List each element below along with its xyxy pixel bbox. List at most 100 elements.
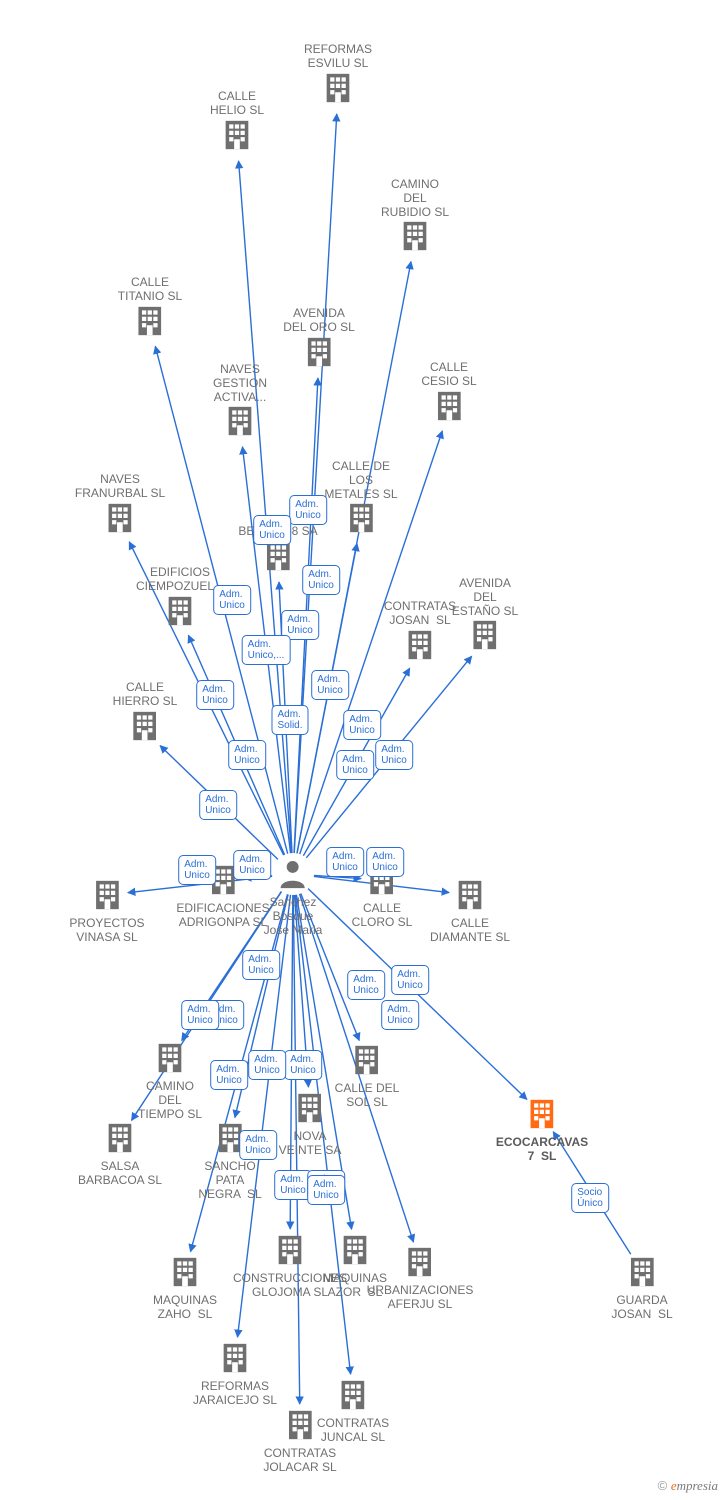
edge-label: Adm. Unico bbox=[213, 585, 251, 615]
edge-label: Adm. Unico bbox=[239, 1130, 277, 1160]
node-edif_ciempo[interactable]: EDIFICIOS CIEMPOZUEL... bbox=[136, 566, 224, 633]
edge-label: Adm. Unico bbox=[289, 495, 327, 525]
edge-label: Adm. Unico bbox=[181, 1000, 219, 1030]
node-label: CAMINO DEL RUBIDIO SL bbox=[381, 178, 449, 219]
edge-label: Adm. Unico bbox=[375, 740, 413, 770]
edge-label: Adm. Unico bbox=[302, 565, 340, 595]
building-icon bbox=[432, 389, 466, 423]
node-label: REFORMAS ESVILU SL bbox=[304, 43, 372, 71]
edge-label: Adm. Unico bbox=[366, 847, 404, 877]
edge-label: Adm. Unico bbox=[391, 965, 429, 995]
node-label: CAMINO DEL TIEMPO SL bbox=[138, 1080, 202, 1121]
building-icon-wrap bbox=[69, 878, 144, 917]
node-label: NAVES GESTION ACTIVA... bbox=[213, 363, 267, 404]
node-label: SANCHO PATA NEGRA SL bbox=[198, 1160, 261, 1201]
building-icon-wrap bbox=[153, 1255, 217, 1294]
building-icon bbox=[468, 618, 502, 652]
node-calle_helio[interactable]: CALLE HELIO SL bbox=[210, 90, 264, 157]
node-label: NOVA VEINTE SA bbox=[279, 1130, 342, 1158]
building-icon-wrap bbox=[136, 594, 224, 633]
building-icon-wrap bbox=[138, 1041, 202, 1080]
node-label: CALLE CESIO SL bbox=[421, 361, 476, 389]
building-icon bbox=[133, 304, 167, 338]
person-icon-wrap bbox=[264, 857, 323, 896]
edge-label: Adm. Unico bbox=[253, 515, 291, 545]
building-icon bbox=[168, 1255, 202, 1289]
copyright-symbol: © bbox=[658, 1478, 668, 1493]
node-label: EDIFICIOS CIEMPOZUEL... bbox=[136, 566, 224, 594]
edge-label: Adm. Unico bbox=[336, 750, 374, 780]
building-icon-wrap bbox=[611, 1255, 672, 1294]
node-label: CALLE DEL SOL SL bbox=[335, 1082, 400, 1110]
node-nova_veinte[interactable]: NOVA VEINTE SA bbox=[279, 1091, 342, 1158]
building-icon-wrap bbox=[213, 404, 267, 443]
building-icon bbox=[403, 1245, 437, 1279]
node-calle_titanio[interactable]: CALLE TITANIO SL bbox=[118, 276, 182, 343]
building-icon bbox=[344, 501, 378, 535]
node-camino_rubidio[interactable]: CAMINO DEL RUBIDIO SL bbox=[381, 178, 449, 258]
node-label: CALLE DE LOS METALES SL bbox=[324, 460, 397, 501]
node-label: SALSA BARBACOA SL bbox=[78, 1160, 162, 1188]
building-icon-wrap bbox=[381, 219, 449, 258]
edge-label: Adm. Unico bbox=[210, 1060, 248, 1090]
edge-label: Adm. Unico bbox=[381, 1000, 419, 1030]
edge-label: Adm. Unico bbox=[242, 950, 280, 980]
building-icon bbox=[163, 594, 197, 628]
node-urbaniz_aferju[interactable]: URBANIZACIONES AFERJU SL bbox=[367, 1245, 474, 1312]
building-icon-wrap bbox=[263, 1408, 336, 1447]
brand-rest: mpresia bbox=[677, 1478, 718, 1493]
edge-label: Adm. Unico bbox=[228, 740, 266, 770]
node-label: REFORMAS JARAICEJO SL bbox=[193, 1380, 277, 1408]
node-label: CONTRATAS JOSAN SL bbox=[384, 600, 456, 628]
node-label: EDIFICACIONES ADRIGONPA SL bbox=[176, 902, 269, 930]
edge-label: Adm. Unico bbox=[343, 710, 381, 740]
node-calle_sol[interactable]: CALLE DEL SOL SL bbox=[335, 1043, 400, 1110]
node-guarda_josan[interactable]: GUARDA JOSAN SL bbox=[611, 1255, 672, 1322]
watermark: © empresia bbox=[658, 1478, 718, 1494]
building-icon-wrap bbox=[384, 628, 456, 667]
node-naves_franurbal[interactable]: NAVES FRANURBAL SL bbox=[75, 473, 165, 540]
node-calle_metales[interactable]: CALLE DE LOS METALES SL bbox=[324, 460, 397, 540]
building-icon-wrap bbox=[78, 1121, 162, 1160]
node-label: GUARDA JOSAN SL bbox=[611, 1294, 672, 1322]
edge-label: Adm. Unico bbox=[326, 847, 364, 877]
node-contratas_jolacar[interactable]: CONTRATAS JOLACAR SL bbox=[263, 1408, 336, 1475]
node-calle_diamante[interactable]: CALLE DIAMANTE SL bbox=[430, 878, 510, 945]
node-calle_hierro[interactable]: CALLE HIERRO SL bbox=[113, 681, 178, 748]
edge-label: Adm. Unico bbox=[233, 850, 271, 880]
node-reformas_jaraicejo[interactable]: REFORMAS JARAICEJO SL bbox=[193, 1341, 277, 1408]
node-reformas_esvilu[interactable]: REFORMAS ESVILU SL bbox=[304, 43, 372, 110]
edge-label: Adm. Unico bbox=[307, 1175, 345, 1205]
edge-label: Adm. Unico bbox=[284, 1050, 322, 1080]
node-avenida_estano[interactable]: AVENIDA DEL ESTAÑO SL bbox=[452, 577, 518, 657]
node-label: MAQUINAS ZAHO SL bbox=[153, 1294, 217, 1322]
edge-label: Socio Único bbox=[571, 1183, 609, 1213]
node-proyectos_vinasa[interactable]: PROYECTOS VINASA SL bbox=[69, 878, 144, 945]
edge-label: Adm. Unico bbox=[274, 1170, 312, 1200]
node-label: PROYECTOS VINASA SL bbox=[69, 917, 144, 945]
building-icon-wrap bbox=[335, 1043, 400, 1082]
building-icon bbox=[350, 1043, 384, 1077]
node-salsa_barbacoa[interactable]: SALSA BARBACOA SL bbox=[78, 1121, 162, 1188]
node-naves_gestion[interactable]: NAVES GESTION ACTIVA... bbox=[213, 363, 267, 443]
building-icon bbox=[398, 219, 432, 253]
node-label: CALLE TITANIO SL bbox=[118, 276, 182, 304]
node-label: AVENIDA DEL ORO SL bbox=[283, 307, 355, 335]
node-avenida_oro[interactable]: AVENIDA DEL ORO SL bbox=[283, 307, 355, 374]
node-label: Sanchez Bosque Jose Maria bbox=[264, 896, 323, 937]
node-camino_tiempo[interactable]: CAMINO DEL TIEMPO SL bbox=[138, 1041, 202, 1121]
node-maquinas_zaho[interactable]: MAQUINAS ZAHO SL bbox=[153, 1255, 217, 1322]
node-label: CALLE DIAMANTE SL bbox=[430, 917, 510, 945]
building-icon bbox=[273, 1233, 307, 1267]
edge-label: Adm. Unico bbox=[199, 790, 237, 820]
node-person[interactable]: Sanchez Bosque Jose Maria bbox=[264, 857, 323, 937]
node-label: CALLE HELIO SL bbox=[210, 90, 264, 118]
node-contratas_josan[interactable]: CONTRATAS JOSAN SL bbox=[384, 600, 456, 667]
building-icon bbox=[153, 1041, 187, 1075]
building-icon-wrap bbox=[304, 71, 372, 110]
edge-label: Adm. Unico,... bbox=[242, 635, 291, 665]
building-icon-wrap bbox=[193, 1341, 277, 1380]
node-calle_cesio[interactable]: CALLE CESIO SL bbox=[421, 361, 476, 428]
building-icon-wrap bbox=[324, 501, 397, 540]
node-ecocarcavas[interactable]: ECOCARCAVAS 7 SL bbox=[496, 1097, 588, 1164]
